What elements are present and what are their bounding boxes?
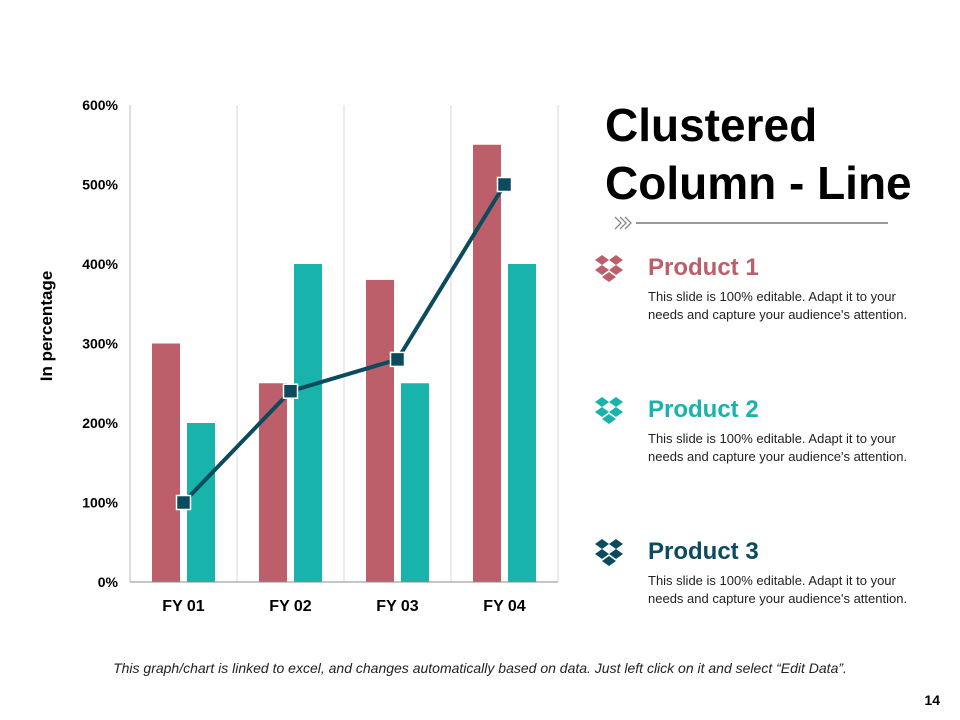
- y-tick-label: 200%: [82, 415, 118, 431]
- dropbox-icon: [595, 255, 623, 282]
- bar: [259, 383, 287, 582]
- dropbox-icon-shape: [595, 397, 623, 424]
- legend-description: This slide is 100% editable. Adapt it to…: [648, 431, 908, 464]
- x-tick-label: FY 01: [162, 598, 205, 615]
- grid-lines: [236, 105, 559, 582]
- clustered-column-line-chart: 0% 100% 200% 300% 400% 500% 600% FY 01 FY 02 FY 0…: [37, 97, 559, 615]
- line-point: [496, 176, 513, 193]
- x-tick-label: FY 03: [376, 598, 419, 615]
- bar: [401, 383, 429, 582]
- axes: [129, 105, 558, 583]
- line-point: [175, 494, 192, 511]
- page-number: 14: [924, 692, 940, 708]
- line-point: [282, 383, 299, 399]
- bar: [294, 264, 322, 582]
- title-divider: [614, 216, 888, 230]
- y-tick-label: 100%: [82, 495, 118, 511]
- legend-description: This slide is 100% editable. Adapt it to…: [648, 573, 908, 606]
- series-line: [182, 183, 507, 504]
- legend-description: This slide is 100% editable. Adapt it to…: [648, 289, 908, 322]
- legend-name: Product 3: [648, 538, 759, 565]
- y-tick-label: 300%: [82, 336, 118, 352]
- bars: [152, 144, 536, 582]
- y-axis-label: In percentage: [37, 271, 56, 382]
- bar: [187, 423, 215, 582]
- dropbox-icon: [595, 397, 623, 424]
- bar: [473, 144, 501, 582]
- y-tick-label: 0%: [98, 574, 119, 590]
- tick-labels: 0% 100% 200% 300% 400% 500% 600% FY 01 FY 02 FY 0…: [82, 97, 526, 615]
- legend-name: Product 1: [648, 254, 759, 281]
- legend-name: Product 2: [648, 396, 759, 423]
- bar: [152, 343, 180, 582]
- line-point: [389, 351, 406, 368]
- y-tick-label: 600%: [82, 97, 118, 113]
- slide-title: Clustered Column - Line: [605, 99, 912, 209]
- bar: [508, 264, 536, 582]
- y-tick-label: 500%: [82, 177, 118, 193]
- y-tick-label: 400%: [82, 256, 118, 272]
- chevron-arrows-icon: [614, 216, 632, 230]
- bar: [366, 279, 394, 582]
- line-series: [175, 176, 513, 511]
- dropbox-icon: [595, 539, 623, 566]
- x-tick-label: FY 04: [483, 598, 526, 615]
- dropbox-icon-shape: [595, 255, 623, 282]
- footnote: This graph/chart is linked to excel, and…: [113, 660, 847, 676]
- x-tick-label: FY 02: [269, 598, 312, 615]
- dropbox-icon-shape: [595, 539, 623, 566]
